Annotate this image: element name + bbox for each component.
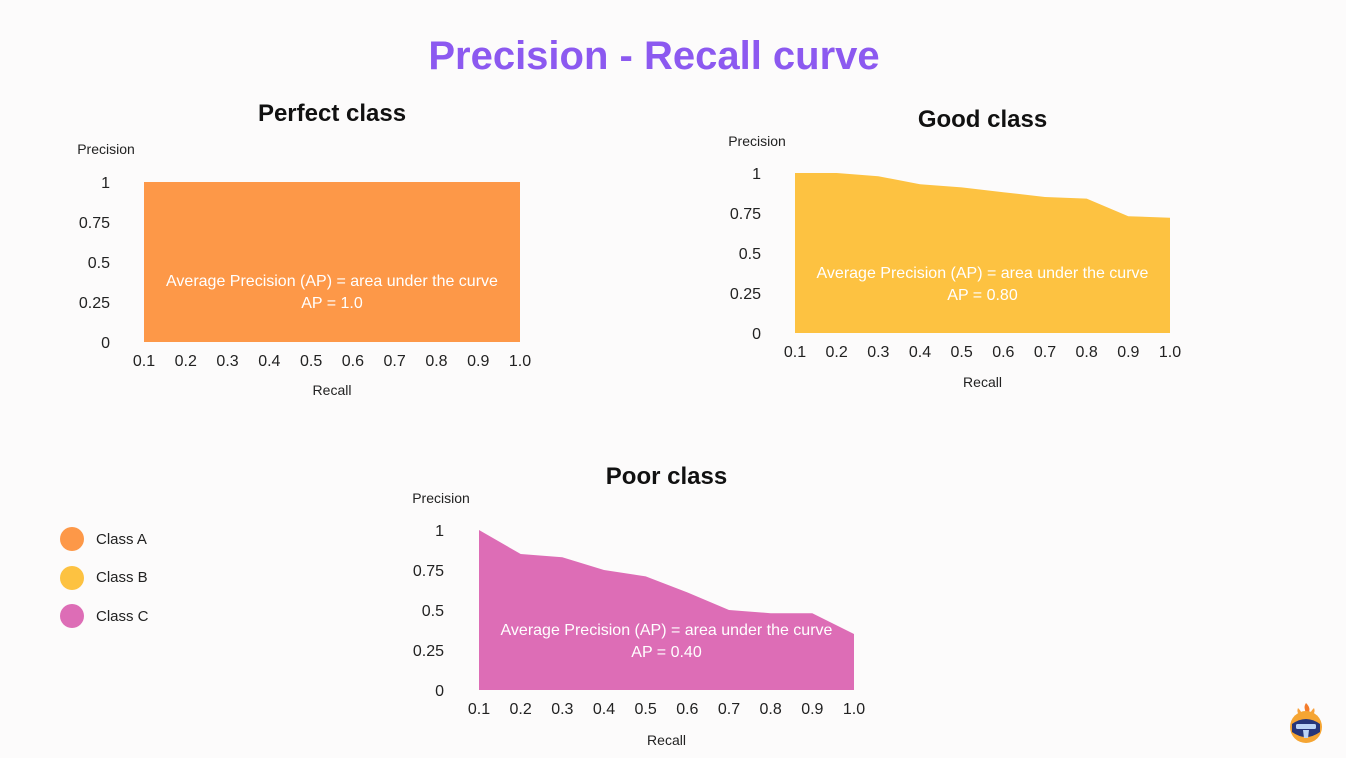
x-tick-label: 0.7 bbox=[718, 701, 740, 718]
x-tick-label: 0.1 bbox=[133, 353, 155, 370]
y-tick-label: 1 bbox=[435, 523, 444, 540]
x-tick-label: 0.8 bbox=[425, 353, 447, 370]
annotation-text: AP = 0.80 bbox=[947, 287, 1018, 304]
x-tick-label: 0.6 bbox=[342, 353, 364, 370]
x-tick-label: 0.6 bbox=[992, 344, 1014, 361]
chart-title: Perfect class bbox=[258, 100, 406, 127]
area-series bbox=[795, 173, 1170, 333]
x-tick-label: 0.1 bbox=[784, 344, 806, 361]
x-tick-label: 0.5 bbox=[635, 701, 657, 718]
x-tick-label: 0.3 bbox=[551, 701, 573, 718]
x-axis-label: Recall bbox=[647, 732, 686, 748]
x-tick-label: 1.0 bbox=[843, 701, 865, 718]
y-tick-label: 0 bbox=[752, 326, 761, 343]
x-tick-label: 0.2 bbox=[510, 701, 532, 718]
y-axis-label: Precision bbox=[77, 141, 135, 157]
legend-swatch bbox=[60, 604, 84, 628]
y-tick-label: 1 bbox=[101, 175, 110, 192]
legend: Class A Class B Class C bbox=[60, 526, 149, 642]
y-axis-label: Precision bbox=[728, 133, 786, 149]
x-tick-label: 0.2 bbox=[826, 344, 848, 361]
chart-title: Good class bbox=[918, 106, 1047, 133]
y-tick-label: 0.5 bbox=[739, 246, 761, 263]
legend-item-class-a: Class A bbox=[60, 526, 149, 552]
x-tick-label: 0.7 bbox=[384, 353, 406, 370]
x-tick-label: 0.6 bbox=[676, 701, 698, 718]
x-tick-label: 0.4 bbox=[593, 701, 615, 718]
y-tick-label: 0.75 bbox=[730, 206, 761, 223]
legend-swatch bbox=[60, 527, 84, 551]
y-tick-label: 0.75 bbox=[413, 563, 444, 580]
x-tick-label: 0.9 bbox=[1117, 344, 1139, 361]
annotation-text: AP = 0.40 bbox=[631, 644, 702, 661]
y-tick-label: 0 bbox=[101, 335, 110, 352]
legend-item-class-b: Class B bbox=[60, 565, 149, 591]
x-tick-label: 0.5 bbox=[951, 344, 973, 361]
helmet-logo-icon bbox=[1290, 703, 1322, 743]
legend-label: Class B bbox=[96, 569, 148, 586]
y-axis-label: Precision bbox=[412, 490, 470, 506]
x-tick-label: 0.8 bbox=[760, 701, 782, 718]
legend-item-class-c: Class C bbox=[60, 603, 149, 629]
chart-title: Poor class bbox=[606, 463, 727, 490]
y-tick-label: 0.25 bbox=[730, 286, 761, 303]
x-tick-label: 1.0 bbox=[509, 353, 531, 370]
x-tick-label: 0.1 bbox=[468, 701, 490, 718]
annotation-text: Average Precision (AP) = area under the … bbox=[817, 265, 1149, 282]
x-tick-label: 0.4 bbox=[258, 353, 280, 370]
annotation-text: AP = 1.0 bbox=[301, 295, 363, 312]
legend-swatch bbox=[60, 565, 84, 590]
x-axis-label: Recall bbox=[963, 374, 1002, 390]
y-tick-label: 0.25 bbox=[413, 643, 444, 660]
page-title: Precision - Recall curve bbox=[428, 34, 880, 78]
x-tick-label: 0.9 bbox=[467, 353, 489, 370]
x-tick-label: 0.3 bbox=[216, 353, 238, 370]
annotation-text: Average Precision (AP) = area under the … bbox=[166, 273, 498, 290]
good-class-chart: Good class Precision 0 0.25 0.5 0.75 1 0.1 0.2 0.… bbox=[728, 106, 1181, 390]
x-tick-label: 0.8 bbox=[1076, 344, 1098, 361]
y-tick-label: 1 bbox=[752, 166, 761, 183]
x-tick-label: 0.4 bbox=[909, 344, 931, 361]
y-tick-label: 0 bbox=[435, 683, 444, 700]
y-tick-label: 0.25 bbox=[79, 295, 110, 312]
annotation-text: Average Precision (AP) = area under the … bbox=[501, 622, 833, 639]
x-tick-label: 0.7 bbox=[1034, 344, 1056, 361]
legend-label: Class A bbox=[96, 530, 147, 548]
perfect-class-chart: Perfect class Precision 0 0.25 0.5 0.75 1 0.1 0.… bbox=[77, 100, 531, 398]
area-series bbox=[144, 182, 520, 342]
x-tick-label: 0.3 bbox=[867, 344, 889, 361]
x-axis-label: Recall bbox=[313, 382, 352, 398]
x-tick-label: 0.9 bbox=[801, 701, 823, 718]
y-tick-label: 0.5 bbox=[88, 255, 110, 272]
y-tick-label: 0.75 bbox=[79, 215, 110, 232]
x-tick-label: 0.2 bbox=[175, 353, 197, 370]
y-tick-label: 0.5 bbox=[422, 603, 444, 620]
legend-label: Class C bbox=[96, 607, 149, 625]
x-tick-label: 0.5 bbox=[300, 353, 322, 370]
area-series bbox=[479, 530, 854, 690]
x-tick-label: 1.0 bbox=[1159, 344, 1181, 361]
